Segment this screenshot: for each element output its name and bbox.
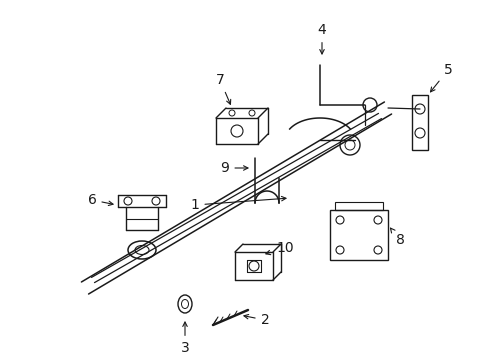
Text: 8: 8 [390,228,404,247]
Text: 4: 4 [317,23,325,54]
Text: 2: 2 [244,313,269,327]
Text: 3: 3 [180,322,189,355]
Text: 9: 9 [220,161,247,175]
Text: 7: 7 [215,73,230,104]
Text: 10: 10 [265,241,293,255]
Text: 6: 6 [87,193,113,207]
Text: 1: 1 [190,197,285,212]
Text: 5: 5 [429,63,451,92]
Bar [329,210,387,260]
Bar [411,95,427,150]
Bar [334,202,382,210]
